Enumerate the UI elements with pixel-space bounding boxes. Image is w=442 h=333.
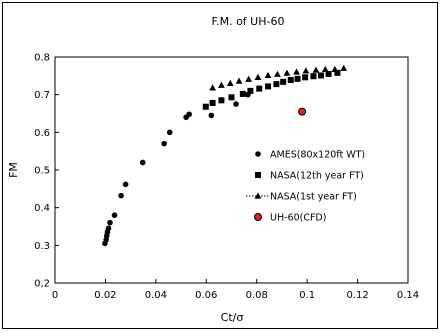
data-points <box>102 64 348 247</box>
nasa-12th-year-data-point <box>202 103 209 110</box>
nasa-1st-year-data-point <box>293 68 300 75</box>
x-tick-label: 0.04 <box>145 290 167 301</box>
y-tick-label: 0.3 <box>34 241 50 252</box>
nasa-1st-year-data-point <box>254 73 262 80</box>
y-axis: 0,2 0.3 0.4 0.5 0.6 0.7 0.8 <box>34 53 59 290</box>
ames-data-point <box>122 181 129 188</box>
nasa-1st-year-data-point <box>283 69 291 76</box>
x-tick-label: 0.08 <box>246 290 268 301</box>
legend-item-uh60-cfd-marker <box>254 213 262 221</box>
uh60-cfd-data-point <box>298 107 307 116</box>
legend-item-uh60-cfd-label: UH-60(CFD) <box>270 213 326 224</box>
y-tick-label: 0.7 <box>34 90 50 101</box>
y-tick-label: 0.6 <box>34 128 50 139</box>
nasa-1st-year-data-point <box>209 84 216 91</box>
y-tick-label: 0.5 <box>34 166 50 177</box>
nasa-12th-year-data-point <box>294 75 301 82</box>
ames-data-point <box>161 140 167 147</box>
legend: AMES(80x120ft WT) NASA(12th year FT) NASA(… <box>246 150 365 224</box>
y-axis-label: FM <box>7 162 20 178</box>
chart-title: F.M. of UH-60 <box>212 15 285 28</box>
nasa-12th-year-data-point <box>310 73 317 80</box>
y-tick-label: 0.8 <box>34 53 50 64</box>
nasa-1st-year-data-point <box>245 75 253 82</box>
legend-item-ames-label: AMES(80x120ft WT) <box>270 150 365 161</box>
nasa-1st-year-data-point <box>226 79 234 86</box>
nasa-1st-year-data-point <box>235 77 243 84</box>
nasa-12th-year-data-point <box>325 70 332 77</box>
nasa-1st-year-data-point <box>340 64 348 71</box>
legend-item-nasa-12th-label: NASA(12th year FT) <box>270 171 364 182</box>
x-tick-label: 0.02 <box>94 290 116 301</box>
nasa-1st-year-data-point <box>273 70 281 77</box>
ames-data-point <box>233 101 239 107</box>
x-axis: 0 0.02 0.04 0.06 0.08 0.1 0.12 0.14 <box>52 279 419 301</box>
x-tick-label: 0.14 <box>397 290 419 301</box>
x-tick-label: 0 <box>52 290 58 301</box>
nasa-12th-year-data-point <box>239 90 246 97</box>
nasa-12th-year-data-point <box>318 72 325 79</box>
nasa-12th-year-data-point <box>302 74 309 81</box>
nasa-12th-year-data-point <box>247 87 254 94</box>
x-axis-label: Ct/σ <box>221 311 244 324</box>
nasa-1st-year-data-point <box>302 67 310 74</box>
nasa-12th-year-data-point <box>334 69 341 76</box>
nasa-12th-year-data-point <box>287 76 294 83</box>
nasa-12th-year-data-point <box>228 94 235 101</box>
nasa-1st-year-data-point <box>264 71 272 79</box>
nasa-12th-year-data-point <box>256 85 263 92</box>
legend-item-nasa-12th-marker <box>255 172 261 178</box>
ames-data-point <box>111 212 118 218</box>
nasa-12th-year-data-point <box>265 83 272 90</box>
legend-item-ames-marker <box>255 151 261 157</box>
legend-item-nasa-1st-marker <box>254 192 262 199</box>
nasa-1st-year-data-point <box>321 65 329 73</box>
x-tick-label: 0.06 <box>195 290 217 301</box>
ames-data-point <box>186 111 192 118</box>
nasa-1st-year-data-point <box>218 81 225 88</box>
nasa-12th-year-data-point <box>273 81 280 88</box>
ames-data-point <box>166 129 173 136</box>
nasa-12th-year-data-point <box>218 97 225 104</box>
ames-data-point <box>139 159 146 166</box>
nasa-12th-year-data-point <box>209 99 216 106</box>
y-tick-label: 0.4 <box>34 203 50 214</box>
ames-data-point <box>208 112 215 119</box>
x-tick-label: 0.1 <box>299 290 315 301</box>
nasa-1st-year-data-point <box>312 66 320 73</box>
nasa-1st-year-data-point <box>331 65 339 73</box>
x-tick-label: 0.12 <box>346 290 368 301</box>
ames-data-point <box>105 225 112 232</box>
ames-data-point <box>107 219 113 226</box>
legend-item-nasa-1st-label: NASA(1st year FT) <box>270 192 357 203</box>
y-tick-label: 0,2 <box>34 279 50 290</box>
ames-data-point <box>118 192 124 199</box>
nasa-12th-year-data-point <box>280 78 287 85</box>
